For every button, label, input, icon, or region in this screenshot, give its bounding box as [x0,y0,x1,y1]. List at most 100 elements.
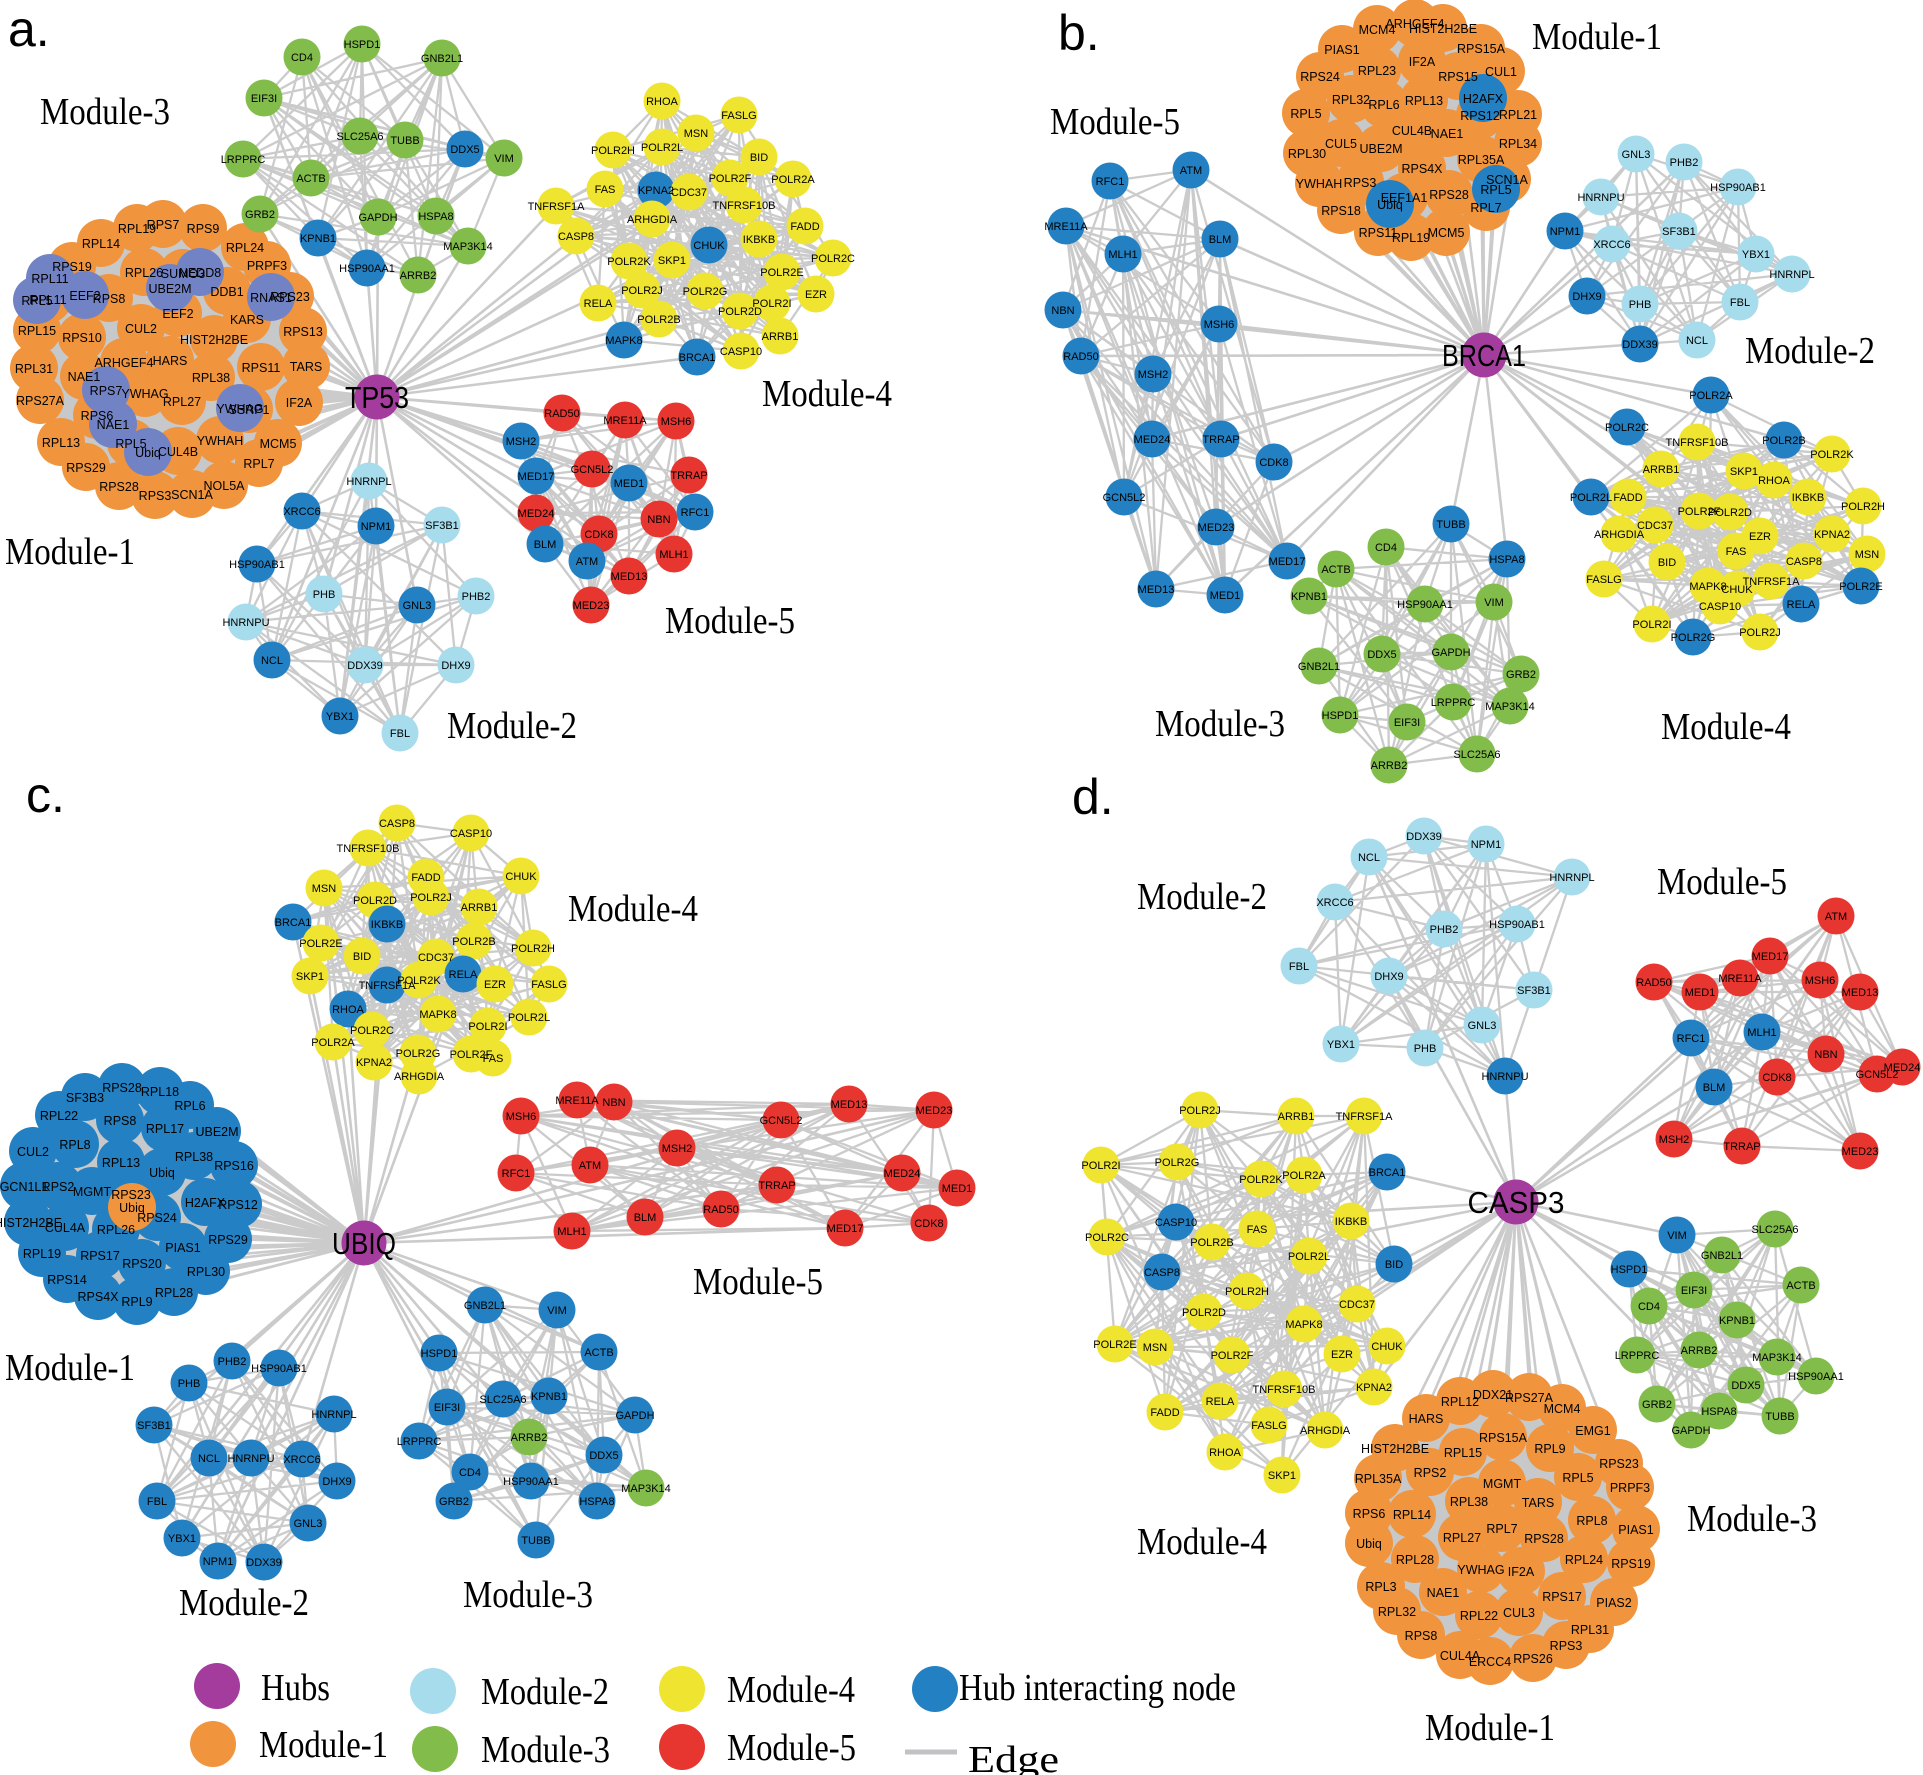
svg-text:ATM: ATM [576,556,598,568]
svg-text:RPS23: RPS23 [1599,1457,1639,1471]
svg-text:RPL22: RPL22 [1460,1609,1498,1623]
svg-text:RPL38: RPL38 [175,1150,213,1164]
svg-text:RPS24: RPS24 [1300,70,1340,84]
svg-text:YWHAH: YWHAH [1296,177,1343,191]
svg-text:POLR2L: POLR2L [641,142,683,154]
svg-text:Module-3: Module-3 [1155,703,1285,745]
svg-text:ATM: ATM [1825,911,1847,923]
svg-text:PRPF3: PRPF3 [247,259,287,273]
svg-text:DDX39: DDX39 [246,1557,281,1569]
svg-text:Module-3: Module-3 [463,1574,593,1616]
svg-text:Module-1: Module-1 [259,1724,388,1766]
svg-text:TNFRSF1A: TNFRSF1A [359,980,417,992]
svg-text:Module-4: Module-4 [568,888,698,930]
svg-text:MRE11A: MRE11A [603,415,647,427]
svg-text:HSPD1: HSPD1 [421,1348,458,1360]
svg-text:RPL35A: RPL35A [1458,153,1505,167]
svg-text:BLM: BLM [1209,234,1232,246]
svg-text:RPL31: RPL31 [15,362,53,376]
svg-text:ACTB: ACTB [296,173,325,185]
svg-text:TNFRSF10B: TNFRSF10B [1666,437,1729,449]
svg-text:HIST2H2BE: HIST2H2BE [0,1216,62,1230]
svg-text:RPS20: RPS20 [122,1257,162,1271]
svg-text:MED1: MED1 [614,478,645,490]
svg-text:POLR2G: POLR2G [1155,1157,1200,1169]
svg-text:ARRB2: ARRB2 [511,1432,548,1444]
svg-text:EEF2: EEF2 [162,307,193,321]
svg-text:RPS2: RPS2 [1414,1466,1447,1480]
svg-text:FASLG: FASLG [1586,574,1621,586]
svg-text:IKBKB: IKBKB [371,919,403,931]
svg-text:RPS18: RPS18 [1321,204,1361,218]
svg-text:RPL19: RPL19 [118,222,156,236]
svg-text:EEF1A1: EEF1A1 [1381,191,1428,205]
svg-text:POLR2J: POLR2J [621,285,663,297]
svg-text:SLC25A6: SLC25A6 [479,1394,526,1406]
svg-text:NPM1: NPM1 [1550,226,1581,238]
svg-text:GCN5L2: GCN5L2 [1856,1069,1899,1081]
svg-text:RPL13: RPL13 [1405,94,1443,108]
svg-text:MED1: MED1 [1210,590,1241,602]
svg-text:TNFRSF10B: TNFRSF10B [1253,1384,1316,1396]
svg-text:NCL: NCL [1358,852,1380,864]
svg-text:Module-4: Module-4 [1137,1521,1267,1563]
svg-text:GRB2: GRB2 [439,1496,469,1508]
svg-text:RPS15: RPS15 [1438,70,1478,84]
svg-text:RPS19: RPS19 [1611,1557,1651,1571]
svg-text:RPL19: RPL19 [23,1247,61,1261]
svg-text:MAP3K14: MAP3K14 [1752,1352,1802,1364]
svg-text:POLR2A: POLR2A [771,174,815,186]
svg-text:HSP90AA1: HSP90AA1 [339,263,395,275]
svg-text:Module-2: Module-2 [1745,330,1875,372]
svg-text:HSPA8: HSPA8 [418,211,453,223]
svg-text:PHB2: PHB2 [218,1356,247,1368]
svg-text:CUL4B: CUL4B [1392,124,1432,138]
svg-text:EIF3I: EIF3I [1681,1285,1707,1297]
svg-text:MED24: MED24 [884,1168,921,1180]
svg-text:FADD: FADD [411,872,440,884]
svg-text:RPL24: RPL24 [226,241,264,255]
svg-text:RPL9: RPL9 [1534,1442,1565,1456]
svg-text:RPS7: RPS7 [147,218,180,232]
svg-text:RPL15: RPL15 [1444,1446,1482,1460]
svg-text:UBE2M: UBE2M [1359,142,1402,156]
svg-text:RPL15: RPL15 [18,324,56,338]
svg-text:FADD: FADD [790,221,819,233]
svg-text:ARHGEF4: ARHGEF4 [1385,17,1444,31]
svg-text:MED23: MED23 [1198,522,1235,534]
svg-text:BRCA1: BRCA1 [1442,338,1526,373]
svg-text:TUBB: TUBB [1436,519,1465,531]
svg-text:Ubiq: Ubiq [149,1166,175,1180]
svg-text:MCM5: MCM5 [1428,226,1465,240]
svg-text:MSN: MSN [312,883,337,895]
svg-text:HNRNPL: HNRNPL [311,1409,356,1421]
svg-text:MRE11A: MRE11A [1044,221,1088,233]
svg-text:YWHAG: YWHAG [216,402,263,416]
svg-text:Ubiq: Ubiq [119,1201,145,1215]
svg-text:RPL30: RPL30 [1288,147,1326,161]
svg-text:XRCC6: XRCC6 [283,506,320,518]
svg-text:RPS16: RPS16 [214,1159,254,1173]
svg-text:POLR2C: POLR2C [1085,1232,1129,1244]
svg-text:GAPDH: GAPDH [615,1410,654,1422]
svg-text:RPS15A: RPS15A [1479,1431,1528,1445]
svg-text:CASP10: CASP10 [450,828,492,840]
svg-text:ARRB1: ARRB1 [762,331,799,343]
svg-text:RPS29: RPS29 [66,461,106,475]
svg-text:TNFRSF10B: TNFRSF10B [713,200,776,212]
svg-text:MSH6: MSH6 [661,416,692,428]
svg-text:ARRB1: ARRB1 [461,902,498,914]
svg-text:MAP3K14: MAP3K14 [443,241,493,253]
svg-text:POLR2I: POLR2I [1632,619,1671,631]
svg-text:Hub interacting node: Hub interacting node [959,1667,1236,1709]
svg-text:RPL19: RPL19 [1392,231,1430,245]
svg-text:RPS11: RPS11 [242,361,281,375]
svg-text:MSH2: MSH2 [662,1143,693,1155]
svg-text:RPL7: RPL7 [1470,201,1501,215]
svg-text:EIF3I: EIF3I [251,93,277,105]
svg-text:c.: c. [26,767,65,823]
svg-text:MCM5: MCM5 [260,437,297,451]
svg-text:POLR2I: POLR2I [468,1021,507,1033]
svg-text:NBN: NBN [602,1097,625,1109]
svg-text:RPL18: RPL18 [141,1085,179,1099]
